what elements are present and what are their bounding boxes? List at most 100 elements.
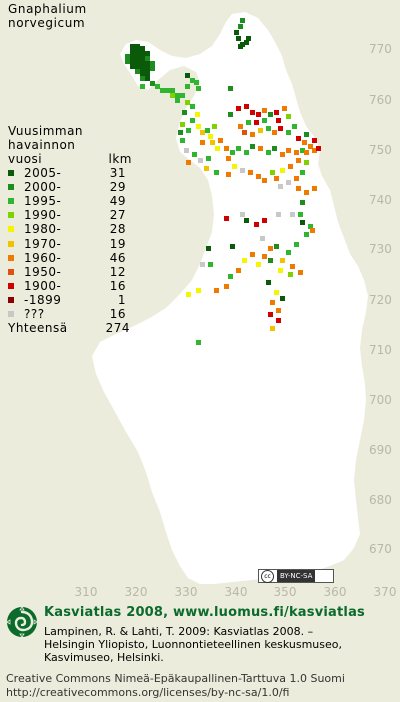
- legend-period: 2005-: [24, 166, 62, 181]
- observation-square: [286, 148, 291, 153]
- cc-license-badge[interactable]: cc BY-NC-SA: [258, 569, 334, 583]
- observation-square: [135, 49, 140, 54]
- observation-square: [150, 61, 155, 66]
- legend-heading-line2: havainnon: [8, 138, 76, 152]
- legend-count: 27: [109, 208, 126, 223]
- observation-square: [140, 51, 145, 56]
- x-axis-ticks: 310 320 330 340 350 360 370: [75, 585, 397, 599]
- observation-square: [130, 64, 135, 69]
- observation-square: [256, 174, 261, 179]
- legend-period: 2000-: [24, 180, 62, 195]
- observation-square: [244, 40, 249, 45]
- observation-square: [316, 146, 321, 151]
- legend-total-count: 274: [105, 321, 130, 336]
- observation-square: [276, 118, 281, 123]
- legend-row: 2000- 29: [8, 180, 132, 194]
- legend-row: 1990- 27: [8, 208, 132, 222]
- x-tick: 350: [274, 585, 297, 599]
- observation-square: [246, 36, 251, 41]
- legend-swatch: [8, 226, 14, 233]
- observation-square: [135, 69, 140, 74]
- x-tick: 310: [75, 585, 98, 599]
- observation-square: [236, 106, 241, 111]
- observation-square: [140, 76, 145, 81]
- observation-square: [304, 150, 309, 155]
- observation-square: [200, 262, 205, 267]
- observation-square: [274, 176, 279, 181]
- observation-square: [228, 112, 233, 117]
- observation-square: [198, 158, 203, 163]
- observation-square: [274, 244, 279, 249]
- observation-square: [294, 150, 299, 155]
- legend-period: 1990-: [24, 208, 62, 223]
- legend-row: 2005- 31: [8, 166, 132, 180]
- observation-points: [125, 18, 321, 345]
- observation-square: [212, 124, 217, 129]
- observation-square: [294, 242, 299, 247]
- legend-period: 1980-: [24, 222, 62, 237]
- observation-square: [140, 46, 145, 51]
- observation-square: [268, 312, 273, 317]
- y-tick: 680: [369, 493, 392, 507]
- observation-square: [140, 56, 145, 61]
- observation-square: [170, 93, 175, 98]
- observation-square: [185, 84, 190, 89]
- license-url[interactable]: http://creativecommons.org/licenses/by-n…: [6, 686, 290, 699]
- footer-title[interactable]: Kasviatlas 2008, www.luomus.fi/kasviatla…: [44, 605, 365, 620]
- observation-square: [250, 144, 255, 149]
- observation-square: [308, 224, 313, 229]
- finland-land: [92, 12, 368, 584]
- observation-square: [140, 71, 145, 76]
- observation-square: [250, 252, 255, 257]
- observation-square: [262, 118, 267, 123]
- observation-square: [266, 126, 271, 131]
- legend-total: Yhteensä 274: [8, 321, 132, 335]
- legend-swatch: [8, 296, 14, 303]
- observation-square: [205, 128, 210, 133]
- observation-square: [230, 150, 235, 155]
- observation-square: [258, 128, 263, 133]
- observation-square: [194, 80, 199, 85]
- observation-square: [178, 130, 183, 135]
- observation-square: [280, 152, 285, 157]
- observation-square: [236, 268, 241, 273]
- observation-square: [135, 59, 140, 64]
- observation-square: [135, 64, 140, 69]
- observation-square: [210, 140, 215, 145]
- observation-square: [206, 246, 211, 251]
- observation-square: [135, 54, 140, 59]
- observation-square: [280, 296, 285, 301]
- observation-square: [192, 152, 197, 157]
- y-tick: 720: [369, 293, 392, 307]
- observation-square: [224, 284, 229, 289]
- observation-square: [300, 220, 305, 225]
- legend-row: ??? 16: [8, 307, 132, 321]
- observation-square: [300, 170, 305, 175]
- observation-square: [272, 146, 277, 151]
- observation-square: [170, 88, 175, 93]
- legend-period: -1899: [24, 292, 62, 307]
- legend-count: 12: [109, 264, 126, 279]
- observation-square: [145, 51, 150, 56]
- observation-square: [150, 66, 155, 71]
- legend-col-count: lkm: [108, 152, 132, 166]
- observation-square: [196, 124, 201, 129]
- observation-square: [276, 212, 281, 217]
- observation-square: [228, 86, 233, 91]
- observation-square: [180, 138, 185, 143]
- observation-square: [246, 120, 251, 125]
- observation-square: [280, 168, 285, 173]
- observation-square: [226, 156, 231, 161]
- citation-line: Lampinen, R. & Lahti, T. 2009: Kasviatla…: [44, 625, 314, 638]
- x-tick: 370: [374, 585, 397, 599]
- observation-square: [185, 100, 190, 105]
- observation-square: [286, 180, 291, 185]
- observation-square: [286, 114, 291, 119]
- legend-row: 1900- 16: [8, 279, 132, 293]
- observation-square: [268, 258, 273, 263]
- x-tick: 360: [324, 585, 347, 599]
- observation-square: [145, 66, 150, 71]
- observation-square: [300, 148, 305, 153]
- observation-square: [196, 288, 201, 293]
- observation-square: [248, 170, 253, 175]
